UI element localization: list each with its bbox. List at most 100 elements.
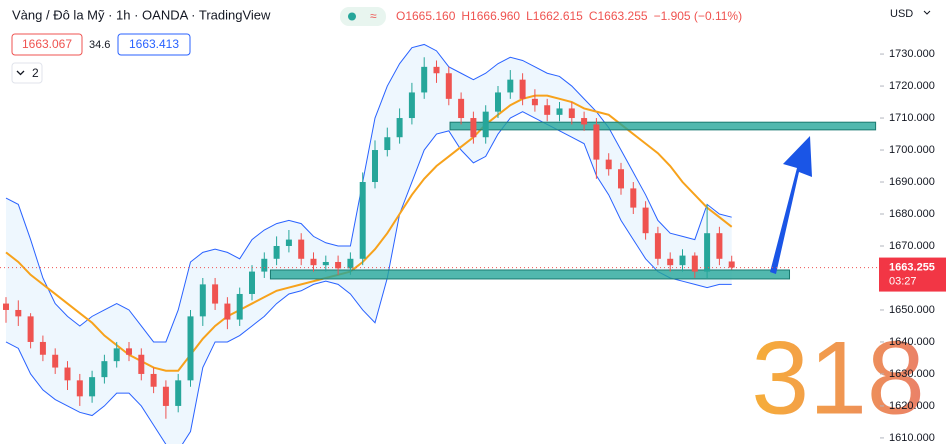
- countdown: 03:27: [889, 275, 917, 287]
- candle-body: [618, 169, 624, 189]
- candle-body: [261, 258, 268, 272]
- candle-body: [593, 124, 600, 160]
- candle-body: [507, 79, 514, 93]
- candle-body: [3, 303, 9, 310]
- candle-body: [52, 354, 59, 368]
- candle-body: [458, 98, 465, 119]
- candle-body: [224, 303, 231, 320]
- candle-body: [64, 367, 71, 381]
- chevron: [923, 10, 931, 15]
- status-pill: [340, 7, 386, 26]
- candle-body: [470, 118, 477, 138]
- candle-body: [396, 118, 403, 138]
- candle-body: [39, 341, 46, 355]
- candle-body: [372, 150, 378, 183]
- candle-body: [285, 239, 292, 246]
- ohlc-value: H1666.960: [461, 9, 520, 23]
- candle-body: [704, 233, 711, 272]
- candle-body: [495, 92, 501, 112]
- candle-body: [544, 105, 551, 115]
- candle-body: [605, 159, 612, 170]
- plot-area: [3, 43, 877, 444]
- currency[interactable]: USD: [890, 8, 913, 20]
- y-tick-label: 1640.000: [889, 336, 935, 348]
- candle-body: [519, 79, 526, 99]
- candle-body: [728, 261, 735, 268]
- candle-body: [335, 261, 342, 269]
- candle-body: [249, 271, 255, 294]
- candle-body: [568, 108, 575, 119]
- candle-body: [679, 255, 686, 266]
- chevron: [16, 70, 25, 76]
- candle-body: [212, 284, 219, 304]
- y-tick-label: 1670.000: [889, 240, 935, 252]
- candle-body: [15, 309, 22, 317]
- candle-body: [101, 361, 108, 378]
- indicator-count: 2: [32, 66, 39, 80]
- y-tick-label: 1650.000: [889, 304, 935, 316]
- candle-body: [408, 92, 415, 119]
- ohlc-value: C1663.255: [589, 9, 648, 23]
- candle-body: [531, 98, 538, 106]
- candle-body: [654, 233, 661, 259]
- candle-body: [667, 258, 674, 266]
- status-dot: [348, 12, 356, 21]
- candle-body: [150, 373, 157, 387]
- candle-body: [421, 66, 428, 93]
- status-icon: ≈: [370, 9, 377, 23]
- candle-body: [310, 258, 317, 266]
- candle-body: [113, 348, 120, 362]
- y-tick-label: 1730.000: [889, 48, 935, 60]
- y-tick-label: 1610.000: [889, 432, 935, 444]
- candle-body: [76, 380, 83, 397]
- y-tick-label: 1720.000: [889, 80, 935, 92]
- ask: 1663.413: [129, 37, 179, 51]
- candle-body: [581, 118, 588, 125]
- candle-body: [691, 255, 698, 272]
- candle-body: [273, 245, 280, 259]
- y-tick-label: 1690.000: [889, 176, 935, 188]
- candle-body: [27, 316, 34, 342]
- spread: 34.6: [89, 39, 110, 51]
- candle-body: [556, 108, 563, 115]
- candle-body: [445, 73, 452, 99]
- candle-body: [384, 137, 391, 151]
- candle-body: [187, 316, 194, 381]
- y-tick-label: 1630.000: [889, 368, 935, 380]
- arrow: [770, 136, 812, 274]
- ohlc-value: O1665.160: [396, 9, 456, 23]
- symbol: Vàng / Đô la Mỹ · 1h · OANDA · TradingVi…: [12, 7, 271, 22]
- band-fill: [6, 44, 732, 444]
- candle-body: [359, 182, 366, 259]
- bollinger-lower: [5, 111, 732, 444]
- candle-body: [322, 261, 329, 266]
- zone: [449, 121, 877, 131]
- y-tick-label: 1700.000: [889, 144, 935, 156]
- y-tick-label: 1710.000: [889, 112, 935, 124]
- ask-box[interactable]: [117, 33, 191, 56]
- candle-body: [175, 380, 182, 406]
- y-tick-label: 1620.000: [889, 400, 935, 412]
- bid-box[interactable]: [11, 33, 83, 56]
- zone: [269, 269, 791, 280]
- candle-body: [347, 258, 354, 269]
- candle-body: [642, 207, 649, 234]
- indicator-toggle[interactable]: [11, 62, 43, 84]
- candle-body: [199, 284, 206, 317]
- y-tick-label: 1680.000: [889, 208, 935, 220]
- candle-body: [716, 233, 723, 259]
- candle-body: [89, 377, 96, 397]
- candle-body: [298, 239, 305, 259]
- candle-body: [433, 66, 440, 74]
- candle-body: [162, 386, 169, 406]
- candle-body: [630, 188, 637, 208]
- last-price: 1663.255: [889, 261, 935, 273]
- candle-body: [236, 293, 243, 320]
- change: −1.905 (−0.11%): [654, 9, 743, 23]
- ohlc: O1665.160 H1666.960 L1662.615 C1663.255 −1.9…: [396, 9, 742, 23]
- last-price-box: [879, 257, 946, 292]
- bollinger-upper: [5, 43, 732, 343]
- candle-body: [126, 348, 132, 355]
- ohlc-value: L1662.615: [526, 9, 583, 23]
